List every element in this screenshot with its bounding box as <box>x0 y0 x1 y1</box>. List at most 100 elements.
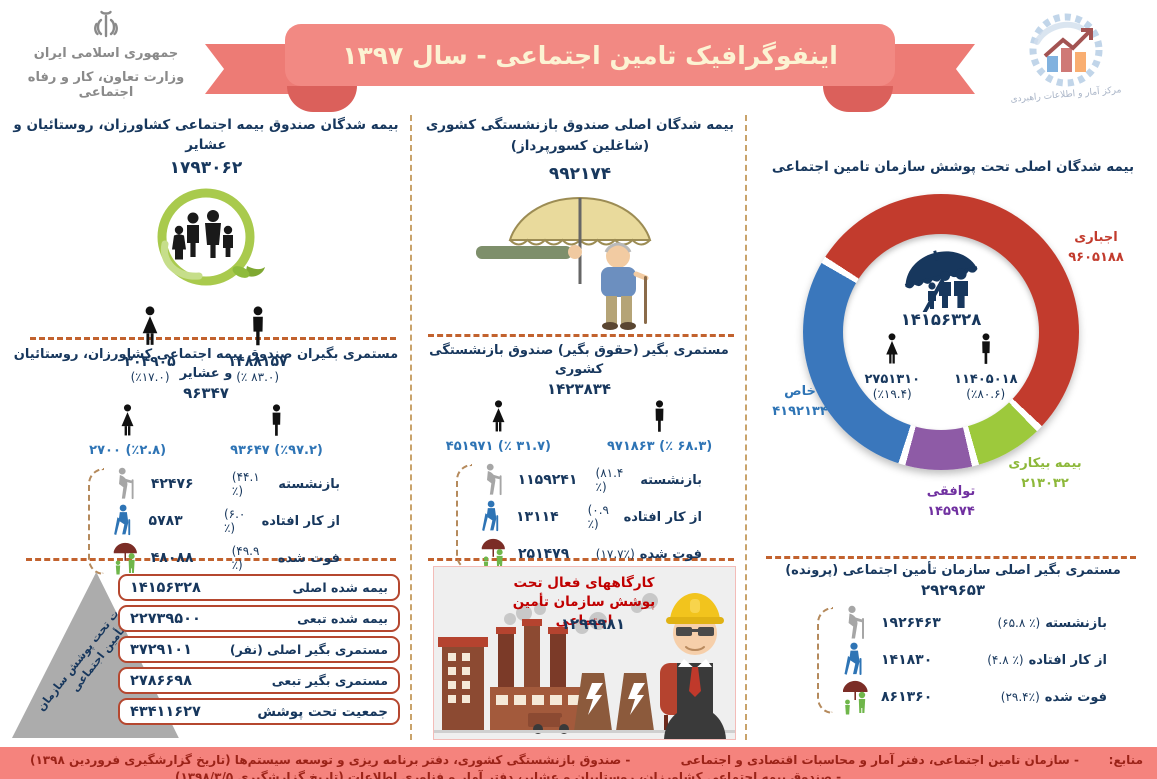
row-label: بیمه شده اصلی <box>292 580 388 595</box>
workshops-title: کارگاههای فعال تحت پوشش سازمان تأمین اجت… <box>512 575 656 629</box>
row-deceased: ۸۶۱۳۶۰ (۲۹.۴٪) فوت شده <box>839 679 1107 716</box>
family-in-green-ring-icon <box>157 188 265 286</box>
section-separator <box>428 334 734 337</box>
gear-chart-logo-icon <box>1029 13 1103 87</box>
donut-center: ۱۴۱۵۶۳۲۸ ۲۷۵۱۳۱۰ (٪۱۹.۴) ۱۱۴۰۵۰۱۸ (٪۸۰.۶… <box>803 194 1079 470</box>
retired-icon <box>840 605 872 641</box>
pension-breakdown: ۴۲۴۷۶ (۴۴.۱ ٪) بازنشسته ۵۷۸۳ (۶.۰ ٪) از … <box>88 466 340 577</box>
row-percent: (۲۹.۴٪) <box>1000 690 1040 705</box>
male-count: ۱۴۸۸۱۵۷ <box>227 354 288 371</box>
segment-name: خاص <box>784 384 816 399</box>
male-count: ۱۱۴۰۵۰۱۸ <box>954 372 1018 387</box>
row-percent: (۴۹.۹ ٪) <box>231 544 260 573</box>
panel-title: بیمه شدگان صندوق بیمه اجتماعی کشاورزان، … <box>13 117 399 153</box>
male-count: ۹۳۶۴۷ <box>230 442 270 458</box>
panel-total: ۹۶۳۴۷ <box>183 383 229 402</box>
dashed-brace <box>456 463 472 571</box>
deceased-icon <box>839 679 873 715</box>
table-row: مستمری بگیر تبعی ۲۷۸۶۶۹۸ <box>118 667 400 694</box>
segment-label-special: خاص ۴۱۹۲۱۳۴ <box>757 382 843 421</box>
column-separator-left <box>410 115 412 740</box>
panel-state-pensioners: مستمری بگیر (حقوق بگیر) صندوق بازنشستگی … <box>420 342 738 573</box>
section-separator <box>766 556 1136 559</box>
umbrella-family-icon <box>904 250 978 312</box>
segment-label-agreed: توافقی ۱۴۵۹۷۴ <box>901 482 1001 521</box>
segment-label-unemployment: بیمه بیکاری ۲۱۳۰۳۲ <box>987 454 1103 493</box>
female-count: ۳۰۴۹۰۵ <box>124 354 176 371</box>
row-label: از کار افتاده <box>623 509 702 525</box>
female-stat: ۲۷۵۱۳۱۰ (٪۱۹.۴) <box>864 333 920 401</box>
male-count: ۹۷۱۸۶۳ <box>607 438 655 454</box>
pension-breakdown: ۱۹۲۶۴۶۳ (۶۵.۸ ٪) بازنشسته ۱۴۱۸۳۰ (۴.۸ ٪)… <box>817 605 1107 716</box>
row-percent: (۶.۰ ٪) <box>223 507 246 536</box>
row-value: ۲۲۷۳۹۵۰۰ <box>130 610 201 627</box>
female-stat: ۴۵۱۹۷۱ (٪ ۳۱.۷) <box>446 400 551 454</box>
female-stat: ۲۷۰۰ (٪۲.۸) <box>89 404 166 458</box>
panel-subtitle: (شاغلین کسورپرداز) <box>510 137 650 154</box>
panel-workshops: کارگاههای فعال تحت پوشش سازمان تأمین اجت… <box>433 566 736 740</box>
male-percent: (٪ ۸۳.۰) <box>236 370 280 385</box>
female-count: ۲۷۵۱۳۱۰ <box>864 372 921 387</box>
segment-label-mandatory: اجباری ۹۶۰۵۱۸۸ <box>1041 228 1151 267</box>
row-label: از کار افتاده <box>1028 652 1107 668</box>
row-percent: (۴۴.۱ ٪) <box>231 470 260 499</box>
row-disabled: ۱۳۱۱۴ (۰.۹ ٪) از کار افتاده <box>478 499 702 536</box>
ribbon-fold-right <box>823 86 893 112</box>
female-percent: (٪۱۷.۰) <box>130 370 170 385</box>
row-label: فوت شده <box>639 546 702 562</box>
segment-value: ۱۴۵۹۷۴ <box>927 503 975 519</box>
man-icon <box>245 306 271 348</box>
male-percent: (٪۹۷.۲) <box>274 442 323 458</box>
row-value: ۴۸۰۸۸ <box>150 550 194 567</box>
table-row: مستمری بگیر اصلی (نفر) ۳۷۲۹۱۰۱ <box>118 636 400 663</box>
male-stat: ۹۷۱۸۶۳ (٪ ۶۸.۳) <box>607 400 712 454</box>
female-count: ۲۷۰۰ <box>89 442 121 458</box>
row-value: ۱۳۱۱۴ <box>516 509 559 526</box>
man-icon <box>649 400 670 434</box>
male-stat: ۹۳۶۴۷ (٪۹۷.۲) <box>230 404 323 458</box>
section-separator <box>30 337 396 340</box>
panel-title: مستمری بگیر (حقوق بگیر) صندوق بازنشستگی … <box>429 343 729 377</box>
page-title: اینفوگرافیک تامین اجتماعی - سال ۱۳۹۷ <box>342 40 838 70</box>
row-retired: ۴۲۴۷۶ (۴۴.۱ ٪) بازنشسته <box>110 466 340 503</box>
disabled-icon <box>840 642 872 678</box>
source-item: - سازمان تامین اجتماعی، دفتر آمار و محاس… <box>680 753 1079 767</box>
source-item: - صندوق بیمه اجتماعی کشاورزان، روستاییان… <box>175 770 842 779</box>
panel-total: ۱۷۹۳۰۶۲ <box>169 158 243 179</box>
row-value: ۸۶۱۳۶۰ <box>881 689 933 706</box>
title-ribbon: اینفوگرافیک تامین اجتماعی - سال ۱۳۹۷ <box>205 20 975 112</box>
retired-icon <box>479 463 509 497</box>
row-percent: (۴.۸ ٪) <box>987 653 1024 668</box>
retired-icon <box>111 467 141 501</box>
ribbon-fold-left <box>287 86 357 112</box>
segment-name: بیمه بیکاری <box>1008 456 1082 471</box>
row-label: بازنشسته <box>278 476 340 492</box>
woman-icon <box>137 306 163 348</box>
woman-icon <box>117 404 138 438</box>
ministry-line-2: وزارت تعاون، کار و رفاه اجتماعی <box>27 70 185 100</box>
row-value: ۴۳۴۱۱۶۲۷ <box>130 703 201 720</box>
row-label: بیمه شده تبعی <box>297 611 388 626</box>
segment-value: ۴۱۹۲۱۳۴ <box>772 403 828 419</box>
ministry-line-1: جمهوری اسلامی ایران <box>33 46 179 61</box>
row-value: ۲۵۱۴۷۹ <box>518 546 570 563</box>
row-value: ۴۲۴۷۶ <box>150 476 194 493</box>
iran-emblem-icon <box>94 10 118 38</box>
donut-total: ۱۴۱۵۶۳۲۸ <box>900 310 982 329</box>
row-label: بازنشسته <box>1045 615 1107 631</box>
row-percent: (۸۱.۴ ٪) <box>595 466 624 495</box>
panel-total: ۹۹۲۱۷۴ <box>548 164 612 185</box>
row-label: مستمری بگیر تبعی <box>271 673 388 688</box>
row-disabled: ۱۴۱۸۳۰ (۴.۸ ٪) از کار افتاده <box>839 642 1107 679</box>
panel-farmers-pensioners: مستمری بگیران صندوق بیمه اجتماعی کشاورزا… <box>10 346 402 577</box>
man-icon <box>266 404 287 438</box>
row-label: فوت شده <box>1044 689 1107 705</box>
column-separator-right <box>745 115 747 740</box>
table-row: بیمه شده تبعی ۲۲۷۳۹۵۰۰ <box>118 605 400 632</box>
workshops-total: ۱۲۹۹۹۸۱ <box>560 615 625 633</box>
segment-value: ۲۱۳۰۳۲ <box>1021 475 1069 491</box>
row-value: ۱۴۱۸۳۰ <box>881 652 933 669</box>
insured-donut-chart <box>803 194 1079 470</box>
row-percent: (۰.۹ ٪) <box>587 503 609 532</box>
panel-total: ۲۹۲۹۶۵۳ <box>920 580 986 599</box>
